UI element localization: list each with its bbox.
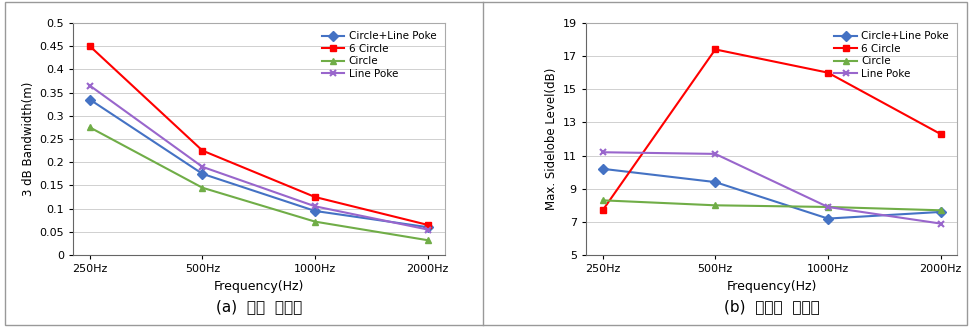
Circle+Line Poke: [84, 97, 95, 101]
Circle+Line Poke: [597, 167, 608, 171]
Text: (a)  공간  분해능: (a) 공간 분해능: [216, 299, 302, 314]
Circle+Line Poke: [822, 216, 834, 220]
Legend: Circle+Line Poke, 6 Circle, Circle, Line Poke: Circle+Line Poke, 6 Circle, Circle, Line…: [831, 28, 953, 82]
Line Poke: [597, 150, 608, 154]
Line: Circle+Line Poke: Circle+Line Poke: [87, 96, 432, 231]
Line Poke: [710, 152, 721, 156]
Circle: [597, 198, 608, 202]
6 Circle: [422, 223, 434, 227]
Circle+Line Poke: [935, 210, 947, 214]
6 Circle: [597, 208, 608, 212]
Line: Circle: Circle: [87, 124, 432, 244]
Circle: [935, 208, 947, 212]
Circle: [309, 220, 321, 224]
Line Poke: [84, 84, 95, 88]
Line: Line Poke: Line Poke: [87, 82, 432, 233]
Line: 6 Circle: 6 Circle: [87, 43, 432, 228]
6 Circle: [935, 132, 947, 136]
Line Poke: [822, 205, 834, 209]
Circle+Line Poke: [196, 172, 208, 176]
6 Circle: [196, 148, 208, 152]
Line Poke: [422, 228, 434, 232]
Y-axis label: Max. Sidelobe Level(dB): Max. Sidelobe Level(dB): [545, 68, 559, 210]
Line Poke: [935, 222, 947, 226]
Line: Circle: Circle: [599, 197, 944, 214]
Circle: [196, 186, 208, 190]
Circle: [710, 203, 721, 207]
X-axis label: Frequency(Hz): Frequency(Hz): [726, 280, 816, 293]
6 Circle: [84, 44, 95, 48]
Text: (b)  신호대  잡음비: (b) 신호대 잡음비: [724, 299, 819, 314]
Line: 6 Circle: 6 Circle: [599, 46, 944, 214]
Line: Line Poke: Line Poke: [599, 149, 944, 227]
Circle: [84, 125, 95, 129]
6 Circle: [309, 195, 321, 199]
X-axis label: Frequency(Hz): Frequency(Hz): [214, 280, 304, 293]
Line: Circle+Line Poke: Circle+Line Poke: [599, 165, 944, 222]
6 Circle: [710, 47, 721, 51]
6 Circle: [822, 71, 834, 75]
Legend: Circle+Line Poke, 6 Circle, Circle, Line Poke: Circle+Line Poke, 6 Circle, Circle, Line…: [319, 28, 439, 82]
Circle+Line Poke: [710, 180, 721, 184]
Line Poke: [196, 165, 208, 169]
Line Poke: [309, 204, 321, 208]
Circle+Line Poke: [309, 209, 321, 213]
Circle+Line Poke: [422, 225, 434, 229]
Y-axis label: 3 dB Bandwidth(m): 3 dB Bandwidth(m): [22, 82, 35, 196]
Circle: [422, 238, 434, 242]
Circle: [822, 205, 834, 209]
